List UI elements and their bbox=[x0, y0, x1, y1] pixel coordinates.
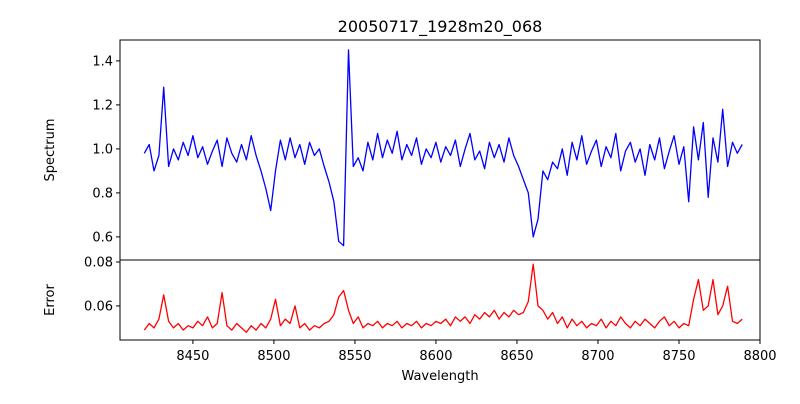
x-tick-label: 8750 bbox=[662, 349, 695, 364]
x-tick-label: 8500 bbox=[257, 349, 290, 364]
chart-title: 20050717_1928m20_068 bbox=[338, 17, 543, 37]
x-tick-label: 8600 bbox=[419, 349, 452, 364]
panel-frame-1 bbox=[119, 259, 761, 341]
x-tick-label: 8650 bbox=[500, 349, 533, 364]
y-tick-label: 1.2 bbox=[92, 98, 113, 113]
panel-frame-0 bbox=[119, 39, 761, 261]
y-tick-label: 0.8 bbox=[92, 186, 113, 201]
y-tick-label: 1.0 bbox=[92, 142, 113, 157]
series-line-error bbox=[143, 263, 743, 333]
x-tick-label: 8800 bbox=[743, 349, 776, 364]
x-tick-label: 8450 bbox=[176, 349, 209, 364]
y-tick-label: 0.08 bbox=[84, 255, 113, 270]
y-axis-label-spectrum: Spectrum bbox=[43, 119, 58, 182]
y-tick-label: 0.06 bbox=[84, 299, 113, 314]
y-axis-label-error: Error bbox=[43, 284, 58, 316]
y-tick-label: 0.6 bbox=[92, 230, 113, 245]
y-tick-label: 1.4 bbox=[92, 54, 113, 69]
x-tick-label: 8700 bbox=[581, 349, 614, 364]
x-tick-label: 8550 bbox=[338, 349, 371, 364]
series-line-spectrum bbox=[143, 49, 743, 247]
x-axis-label: Wavelength bbox=[401, 369, 478, 384]
